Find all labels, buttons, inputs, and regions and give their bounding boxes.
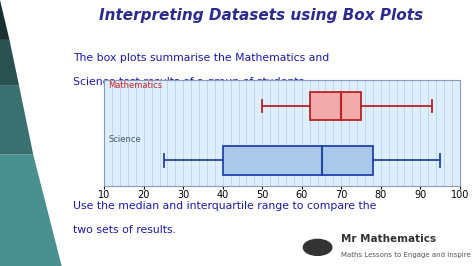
Bar — [223, 146, 373, 175]
Text: Science: Science — [108, 135, 141, 144]
Text: Mathematics: Mathematics — [108, 81, 163, 90]
Polygon shape — [0, 154, 62, 266]
Polygon shape — [0, 85, 33, 154]
Text: Science test results of a group of students.: Science test results of a group of stude… — [73, 77, 308, 87]
Text: Use the median and interquartile range to compare the: Use the median and interquartile range t… — [73, 201, 377, 211]
Text: Maths Lessons to Engage and Inspire: Maths Lessons to Engage and Inspire — [341, 252, 471, 258]
Polygon shape — [0, 0, 9, 40]
Text: two sets of results.: two sets of results. — [73, 225, 176, 235]
Bar — [310, 92, 361, 120]
Text: Interpreting Datasets using Box Plots: Interpreting Datasets using Box Plots — [99, 8, 423, 23]
Circle shape — [303, 239, 332, 255]
Text: Mr Mathematics: Mr Mathematics — [341, 234, 437, 244]
Polygon shape — [0, 40, 19, 85]
Text: The box plots summarise the Mathematics and: The box plots summarise the Mathematics … — [73, 53, 330, 63]
